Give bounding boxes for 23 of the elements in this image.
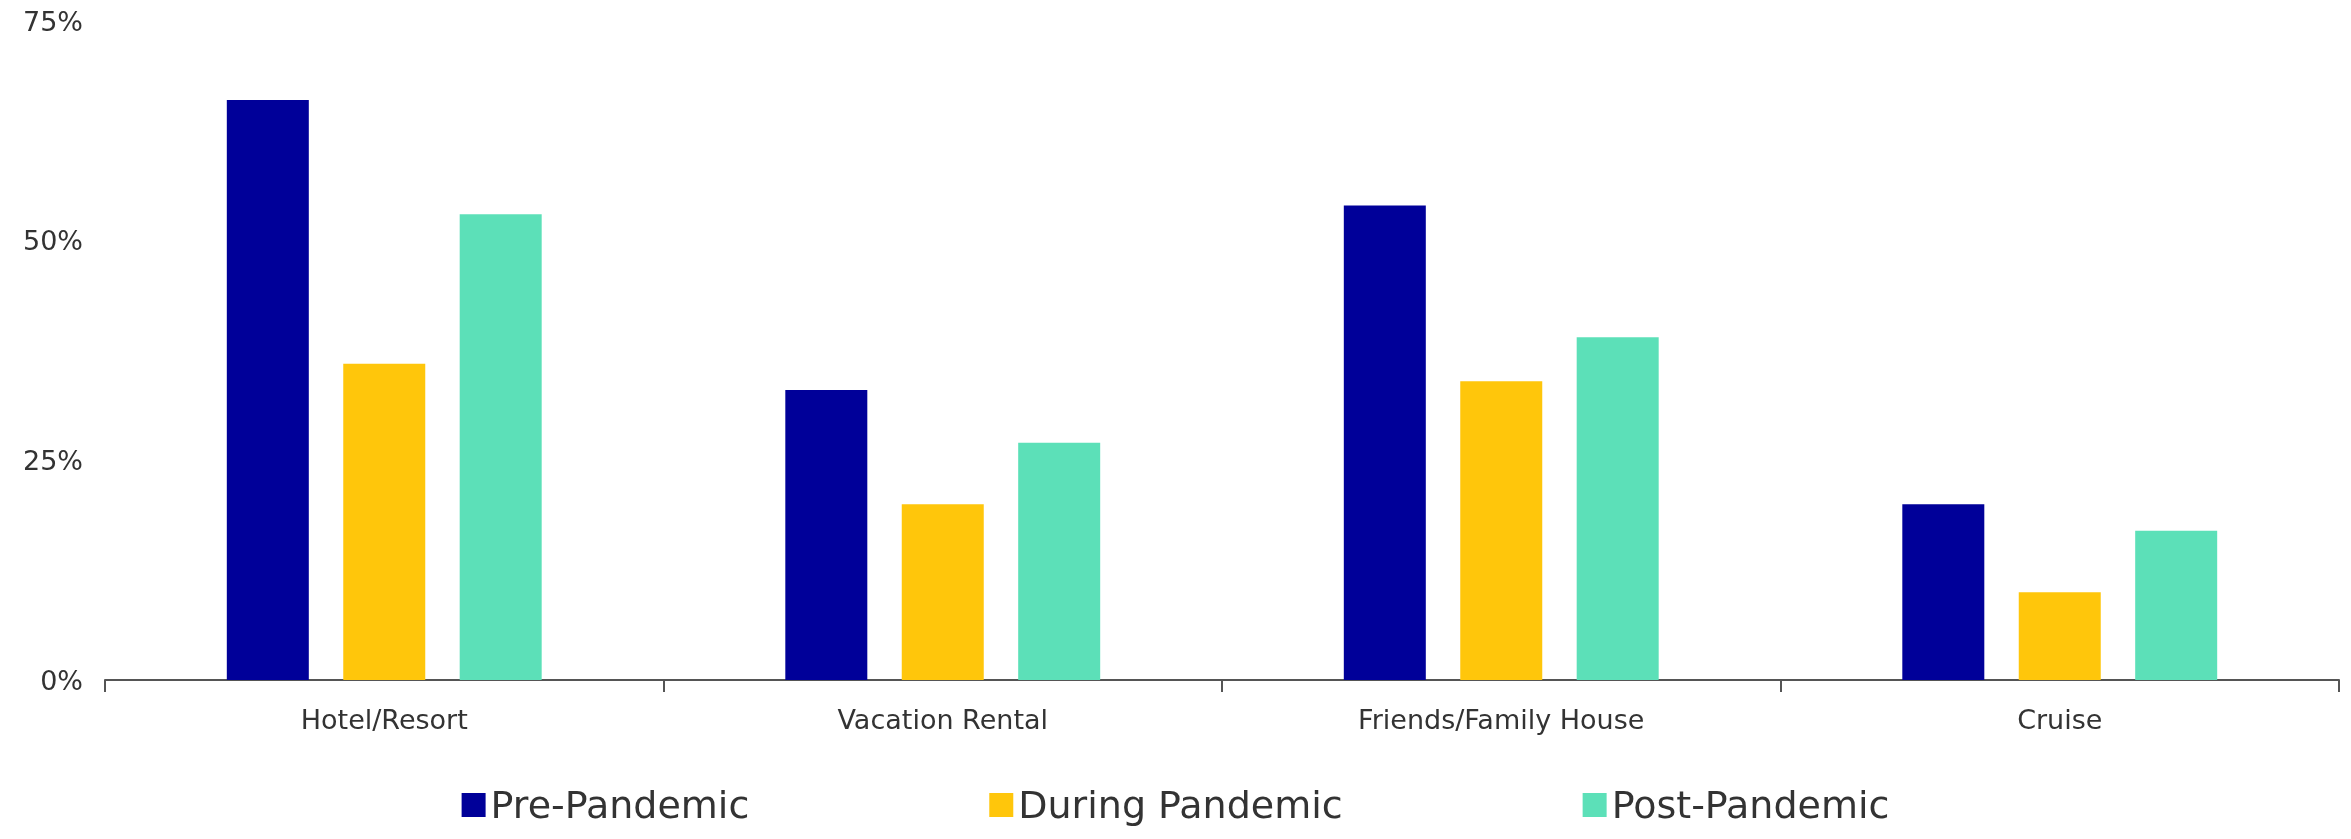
y-tick-label: 50% [22, 225, 83, 257]
bar [1902, 504, 1985, 680]
y-tick-label: 0% [40, 664, 83, 696]
bar [459, 214, 542, 680]
y-tick-label: 75% [22, 5, 83, 37]
x-tick-label: Cruise [2017, 704, 2103, 735]
bar [1460, 381, 1543, 680]
legend-label: Pre-Pandemic [490, 783, 750, 827]
bar [1576, 337, 1659, 680]
bar [901, 504, 984, 680]
bar [1018, 442, 1101, 680]
x-tick-label: Vacation Rental [837, 704, 1049, 735]
bar [343, 363, 426, 680]
y-tick-label: 25% [22, 444, 83, 476]
legend-label: During Pandemic [1018, 783, 1343, 827]
bar [1343, 205, 1426, 680]
bar [2018, 592, 2101, 680]
bar [785, 390, 868, 680]
legend-label: Post-Pandemic [1611, 783, 1890, 827]
bar [226, 100, 309, 680]
x-tick-label: Hotel/Resort [300, 704, 468, 735]
x-tick-label: Friends/Family House [1358, 704, 1645, 735]
bar [2135, 530, 2218, 680]
